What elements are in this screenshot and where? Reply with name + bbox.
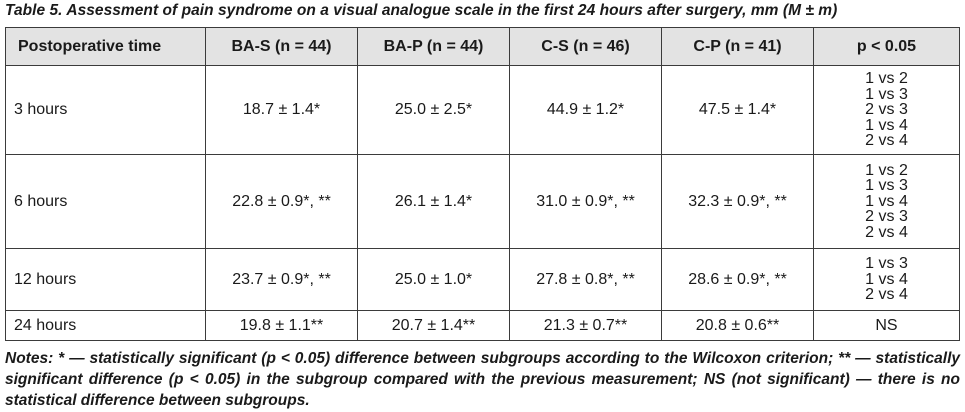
header-row: Postoperative time BA-S (n = 44) BA-P (n… [5, 27, 960, 66]
p-comparison: 1 vs 3 [865, 85, 908, 103]
p-comparison: 2 vs 4 [865, 286, 908, 304]
p-comparison: NS [875, 316, 898, 334]
column-header-c-s: C-S (n = 46) [509, 27, 662, 66]
value-cell: 25.0 ± 1.0* [357, 248, 510, 311]
table-caption: Table 5. Assessment of pain syndrome on … [5, 2, 838, 19]
p-comparison: 1 vs 4 [865, 192, 908, 210]
p-comparison: 1 vs 2 [865, 70, 908, 88]
p-comparison: 1 vs 4 [865, 116, 908, 134]
value-cell: 28.6 ± 0.9*, ** [661, 248, 814, 311]
p-comparison: 1 vs 2 [865, 161, 908, 179]
value-cell: 23.7 ± 0.9*, ** [205, 248, 358, 311]
p-comparison: 2 vs 4 [865, 223, 908, 241]
value-cell: 18.7 ± 1.4* [205, 65, 358, 155]
p-comparison: 1 vs 4 [865, 270, 908, 288]
p-comparison: 2 vs 4 [865, 132, 908, 150]
value-cell: 32.3 ± 0.9*, ** [661, 154, 814, 249]
value-cell: 20.8 ± 0.6** [661, 310, 814, 341]
data-table: Postoperative time BA-S (n = 44) BA-P (n… [5, 27, 960, 341]
table-row: 12 hours 23.7 ± 0.9*, ** 25.0 ± 1.0* 27.… [5, 248, 960, 311]
p-comparison: 1 vs 3 [865, 255, 908, 273]
row-time-cell: 6 hours [5, 154, 206, 249]
value-cell: 27.8 ± 0.8*, ** [509, 248, 662, 311]
p-comparison-cell: 1 vs 2 1 vs 3 1 vs 4 2 vs 3 2 vs 4 [813, 154, 960, 249]
column-header-p-value: p < 0.05 [813, 27, 960, 66]
table-notes: Notes: * — statistically significant (p … [5, 350, 960, 409]
table-row: 6 hours 22.8 ± 0.9*, ** 26.1 ± 1.4* 31.0… [5, 154, 960, 249]
column-header-ba-p: BA-P (n = 44) [357, 27, 510, 66]
row-time-cell: 12 hours [5, 248, 206, 311]
row-time-cell: 3 hours [5, 65, 206, 155]
value-cell: 25.0 ± 2.5* [357, 65, 510, 155]
table-row: 24 hours 19.8 ± 1.1** 20.7 ± 1.4** 21.3 … [5, 310, 960, 341]
value-cell: 26.1 ± 1.4* [357, 154, 510, 249]
table-row: 3 hours 18.7 ± 1.4* 25.0 ± 2.5* 44.9 ± 1… [5, 65, 960, 155]
column-header-ba-s: BA-S (n = 44) [205, 27, 358, 66]
p-comparison: 2 vs 3 [865, 101, 908, 119]
value-cell: 20.7 ± 1.4** [357, 310, 510, 341]
value-cell: 19.8 ± 1.1** [205, 310, 358, 341]
value-cell: 21.3 ± 0.7** [509, 310, 662, 341]
row-time-cell: 24 hours [5, 310, 206, 341]
column-header-time: Postoperative time [5, 27, 206, 66]
p-comparison: 1 vs 3 [865, 177, 908, 195]
p-comparison-cell: 1 vs 2 1 vs 3 2 vs 3 1 vs 4 2 vs 4 [813, 65, 960, 155]
column-header-c-p: C-P (n = 41) [661, 27, 814, 66]
p-comparison-cell: NS [813, 310, 960, 341]
p-comparison-cell: 1 vs 3 1 vs 4 2 vs 4 [813, 248, 960, 311]
value-cell: 31.0 ± 0.9*, ** [509, 154, 662, 249]
p-comparison: 2 vs 3 [865, 208, 908, 226]
value-cell: 44.9 ± 1.2* [509, 65, 662, 155]
value-cell: 47.5 ± 1.4* [661, 65, 814, 155]
value-cell: 22.8 ± 0.9*, ** [205, 154, 358, 249]
